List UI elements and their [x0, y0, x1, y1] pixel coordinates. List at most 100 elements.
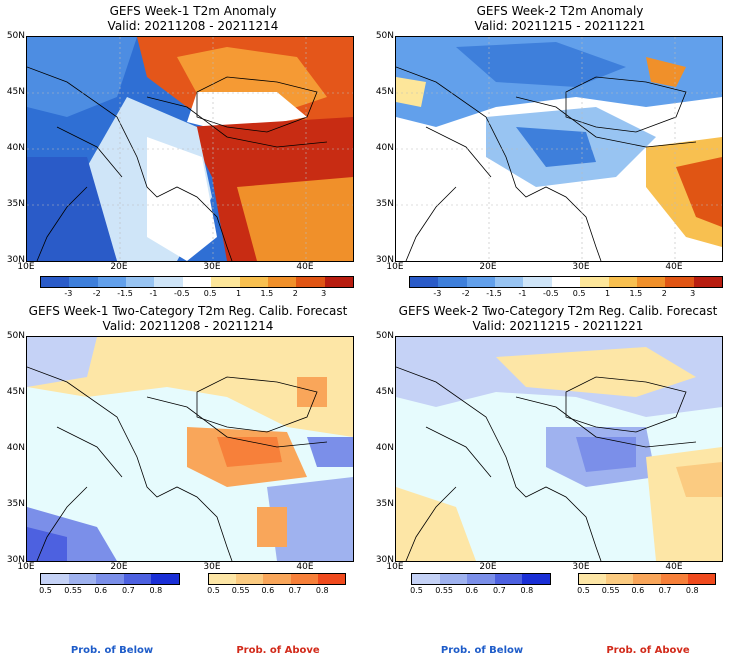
panel-valid-dates: Valid: 20211215 - 20211221: [474, 19, 646, 33]
lon-label: 10E: [17, 562, 35, 572]
colorbar-swatch: [522, 574, 550, 584]
lat-label: 40N: [6, 443, 25, 453]
lat-label: 50N: [375, 331, 394, 341]
colorbar-tick-label: 0.5: [39, 586, 52, 595]
below-colorbar: [40, 573, 180, 585]
anomaly-map: [26, 36, 354, 262]
colorbar-tick-label: 3: [690, 289, 696, 298]
colorbar-tick-label: -2: [461, 289, 470, 298]
colorbar-tick-label: 0.6: [465, 586, 479, 595]
lat-label: 50N: [6, 31, 25, 41]
panel-title: GEFS Week-2 T2m Anomaly: [476, 4, 644, 18]
colorbar-swatch: [151, 574, 179, 584]
colorbar-tick-label: 2: [661, 289, 667, 298]
below-colorbar: [411, 573, 551, 585]
panel-valid-dates: Valid: 20211208 - 20211214: [107, 19, 279, 33]
lon-label: 30E: [203, 262, 221, 272]
above-colorbar: [208, 573, 346, 585]
colorbar-tick-label: 0.8: [149, 586, 163, 595]
colorbar-tick-label: -1.5: [486, 289, 502, 298]
anomaly-colorbar: [409, 276, 723, 288]
lat-label: 50N: [375, 31, 394, 41]
lat-label: 50N: [6, 331, 25, 341]
colorbar-tick-label: 0.6: [261, 586, 275, 595]
colorbar-swatch: [123, 574, 152, 584]
colorbar-tick-label: 0.55: [601, 586, 620, 595]
colorbar-swatch: [636, 277, 666, 287]
colorbar-tick-label: -2: [92, 289, 101, 298]
lon-label: 40E: [296, 262, 314, 272]
colorbar-tick-label: -3: [433, 289, 442, 298]
lat-label: 30N: [6, 255, 25, 265]
colorbar-tick-label: 1.5: [260, 289, 274, 298]
anomaly-map-canvas: [396, 37, 722, 261]
colorbar-tick-label: 0.7: [121, 586, 135, 595]
colorbar-swatch: [182, 277, 212, 287]
probability-map: [395, 336, 723, 562]
colorbar-tick-label: 0.7: [492, 586, 506, 595]
lon-label: 10E: [17, 262, 35, 272]
colorbar-tick-label: -1.5: [117, 289, 133, 298]
colorbar-swatch: [324, 277, 353, 287]
colorbar-swatch: [290, 574, 318, 584]
colorbar-swatch: [466, 277, 496, 287]
colorbar-swatch: [41, 574, 69, 584]
colorbar-tick-label: 1: [604, 289, 611, 298]
prob-above-label: Prob. of Above: [236, 645, 320, 656]
panel-valid-dates: Valid: 20211215 - 20211221: [472, 319, 644, 333]
colorbar-tick-label: -3: [64, 289, 73, 298]
colorbar-tick-label: 0.5: [410, 586, 423, 595]
lat-label: 35N: [6, 199, 25, 209]
panel-title: GEFS Week-2 Two-Category T2m Reg. Calib.…: [398, 304, 718, 318]
colorbar-swatch: [41, 277, 70, 287]
colorbar-tick-label: 3: [321, 289, 327, 298]
prob-below-label: Prob. of Below: [70, 645, 154, 656]
probability-map-canvas: [396, 337, 722, 561]
colorbar-tick-label: 0.7: [658, 586, 672, 595]
lon-label: 20E: [479, 262, 497, 272]
lat-label: 30N: [375, 255, 394, 265]
lon-label: 40E: [296, 562, 314, 572]
lon-label: 40E: [665, 562, 683, 572]
lat-label: 30N: [6, 555, 25, 565]
colorbar-tick-label: 0.6: [94, 586, 108, 595]
colorbar-swatch: [96, 574, 124, 584]
colorbar-tick-label: 0.8: [315, 586, 329, 595]
colorbar-tick-label: -1: [518, 289, 527, 298]
colorbar-tick-label: 0.8: [520, 586, 534, 595]
colorbar-swatch: [438, 277, 467, 287]
colorbar-tick-label: 0.5: [207, 586, 220, 595]
lat-label: 45N: [6, 87, 25, 97]
lon-label: 20E: [110, 262, 128, 272]
colorbar-tick-label: 0.6: [631, 586, 645, 595]
anomaly-map-canvas: [27, 37, 353, 261]
colorbar-tick-label: 1.5: [629, 289, 643, 298]
prob-below-label: Prob. of Below: [440, 645, 524, 656]
anomaly-colorbar: [40, 276, 354, 288]
colorbar-swatch: [580, 277, 609, 287]
lat-label: 40N: [375, 143, 394, 153]
colorbar-tick-label: 0.7: [288, 586, 302, 595]
lat-label: 45N: [375, 87, 394, 97]
lon-label: 10E: [386, 262, 404, 272]
panel-title: GEFS Week-1 Two-Category T2m Reg. Calib.…: [28, 304, 348, 318]
lat-label: 45N: [6, 387, 25, 397]
colorbar-swatch: [633, 574, 661, 584]
colorbar-swatch: [317, 574, 346, 584]
colorbar-swatch: [660, 574, 688, 584]
lat-label: 40N: [375, 443, 394, 453]
colorbar-swatch: [693, 277, 722, 287]
colorbar-swatch: [439, 574, 468, 584]
lon-label: 40E: [665, 262, 683, 272]
lat-label: 40N: [6, 143, 25, 153]
anomaly-map: [395, 36, 723, 262]
colorbar-tick-label: 2: [292, 289, 298, 298]
colorbar-swatch: [551, 277, 581, 287]
lon-label: 30E: [203, 562, 221, 572]
colorbar-swatch: [410, 277, 439, 287]
colorbar-tick-label: 0.8: [685, 586, 699, 595]
lon-label: 20E: [479, 562, 497, 572]
colorbar-swatch: [236, 574, 264, 584]
colorbar-swatch: [467, 574, 495, 584]
colorbar-swatch: [97, 277, 127, 287]
